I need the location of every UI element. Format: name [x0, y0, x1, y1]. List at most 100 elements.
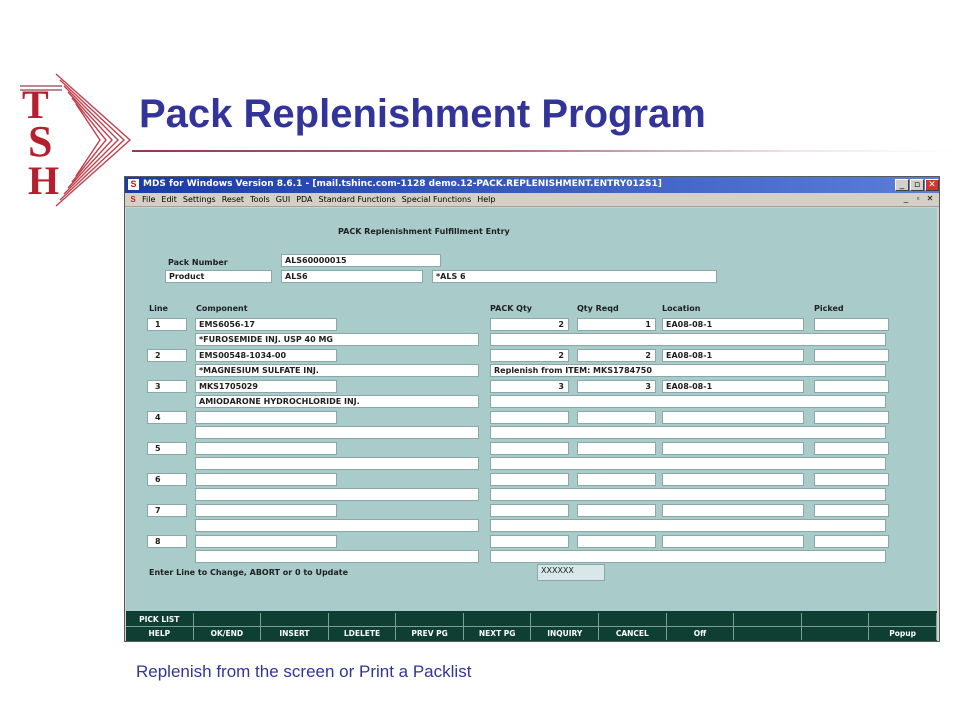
window-titlebar[interactable]: S MDS for Windows Version 8.6.1 - [mail.… [125, 177, 939, 193]
line-number[interactable]: 5 [147, 442, 187, 455]
fkey-row1-key-4[interactable] [329, 613, 397, 626]
menu-help[interactable]: Help [477, 195, 496, 204]
fkey-row2-key-2[interactable]: OK/END [194, 627, 262, 640]
location-field[interactable] [662, 504, 804, 517]
menu-tools[interactable]: Tools [250, 195, 270, 204]
product-code-field[interactable]: ALS6 [281, 270, 423, 283]
fkey-row1-key-6[interactable] [464, 613, 532, 626]
fkey-row1-key-11[interactable] [802, 613, 870, 626]
picked-field[interactable] [814, 411, 889, 424]
picked-field[interactable] [814, 349, 889, 362]
line-note [490, 395, 886, 408]
fkey-row1-key-8[interactable] [599, 613, 667, 626]
menu-reset[interactable]: Reset [221, 195, 245, 204]
fkey-row2-key-7[interactable]: INQUIRY [531, 627, 600, 640]
component-field[interactable] [195, 411, 337, 424]
fkey-row1-key-5[interactable] [396, 613, 464, 626]
location-field[interactable] [662, 411, 804, 424]
component-field[interactable]: EMS00548-1034-00 [195, 349, 337, 362]
component-field[interactable]: EMS6056-17 [195, 318, 337, 331]
pack-qty-field[interactable] [490, 504, 569, 517]
menu-standard-functions[interactable]: Standard Functions [318, 195, 396, 204]
mdi-restore-button[interactable]: ▫ [916, 194, 920, 203]
fkey-row1-key-12[interactable] [869, 613, 937, 626]
command-input[interactable]: XXXXXX [537, 564, 605, 581]
fkey-row2-key-8[interactable]: CANCEL [599, 627, 667, 640]
pack-number-label: Pack Number [168, 258, 228, 267]
component-field[interactable]: MKS1705029 [195, 380, 337, 393]
pack-qty-field[interactable] [490, 473, 569, 486]
line-note [490, 550, 886, 563]
picked-field[interactable] [814, 380, 889, 393]
fkey-row1-key-7[interactable] [531, 613, 600, 626]
line-number[interactable]: 1 [147, 318, 187, 331]
fkey-row1-key-10[interactable] [734, 613, 802, 626]
document-icon[interactable]: S [130, 195, 136, 204]
picked-field[interactable] [814, 535, 889, 548]
location-field[interactable] [662, 473, 804, 486]
qty-reqd-field[interactable]: 2 [577, 349, 656, 362]
component-field[interactable] [195, 442, 337, 455]
fkey-row1-key-3[interactable] [261, 613, 329, 626]
fkey-row2-key-3[interactable]: INSERT [261, 627, 329, 640]
line-number[interactable]: 3 [147, 380, 187, 393]
fkey-row2-key-11[interactable] [802, 627, 870, 640]
qty-reqd-field[interactable] [577, 535, 656, 548]
close-button[interactable]: ✕ [925, 179, 939, 191]
qty-reqd-field[interactable]: 3 [577, 380, 656, 393]
fkey-row2-key-6[interactable]: NEXT PG [464, 627, 532, 640]
minimize-button[interactable]: _ [895, 179, 909, 191]
product-label: Product [165, 270, 272, 283]
fkey-row1-key-9[interactable] [667, 613, 735, 626]
column-header-location: Location [662, 304, 701, 313]
line-number[interactable]: 8 [147, 535, 187, 548]
pack-qty-field[interactable] [490, 535, 569, 548]
pack-qty-field[interactable] [490, 411, 569, 424]
location-field[interactable]: EA08-08-1 [662, 349, 804, 362]
menu-pda[interactable]: PDA [296, 195, 313, 204]
qty-reqd-field[interactable]: 1 [577, 318, 656, 331]
fkey-row2-key-10[interactable] [734, 627, 802, 640]
location-field[interactable] [662, 535, 804, 548]
fkey-row2-key-1[interactable]: HELP [126, 627, 194, 640]
line-number[interactable]: 4 [147, 411, 187, 424]
menu-gui[interactable]: GUI [275, 195, 291, 204]
menu-settings[interactable]: Settings [182, 195, 216, 204]
qty-reqd-field[interactable] [577, 504, 656, 517]
fkey-row2-key-9[interactable]: Off [667, 627, 735, 640]
fkey-row2-key-4[interactable]: LDELETE [329, 627, 397, 640]
menu-special-functions[interactable]: Special Functions [401, 195, 472, 204]
picked-field[interactable] [814, 473, 889, 486]
component-field[interactable] [195, 473, 337, 486]
menu-edit[interactable]: Edit [161, 195, 177, 204]
fkey-row2-key-12[interactable]: Popup [869, 627, 937, 640]
line-number[interactable]: 6 [147, 473, 187, 486]
qty-reqd-field[interactable] [577, 473, 656, 486]
component-field[interactable] [195, 504, 337, 517]
pack-qty-field[interactable]: 2 [490, 318, 569, 331]
picked-field[interactable] [814, 504, 889, 517]
picked-field[interactable] [814, 318, 889, 331]
fkey-row1-key-1[interactable]: PICK LIST [126, 613, 194, 626]
menu-bar: S File Edit Settings Reset Tools GUI PDA… [125, 193, 939, 207]
location-field[interactable]: EA08-08-1 [662, 380, 804, 393]
pack-number-field[interactable]: ALS60000015 [281, 254, 441, 267]
component-field[interactable] [195, 535, 337, 548]
line-number[interactable]: 2 [147, 349, 187, 362]
qty-reqd-field[interactable] [577, 411, 656, 424]
title-divider [132, 150, 960, 152]
line-number[interactable]: 7 [147, 504, 187, 517]
mdi-close-button[interactable]: ✕ [926, 194, 934, 203]
fkey-row2-key-5[interactable]: PREV PG [396, 627, 464, 640]
location-field[interactable] [662, 442, 804, 455]
fkey-row1-key-2[interactable] [194, 613, 262, 626]
pack-qty-field[interactable]: 2 [490, 349, 569, 362]
pack-qty-field[interactable] [490, 442, 569, 455]
menu-file[interactable]: File [142, 195, 156, 204]
mdi-minimize-button[interactable]: _ [903, 194, 909, 203]
pack-qty-field[interactable]: 3 [490, 380, 569, 393]
picked-field[interactable] [814, 442, 889, 455]
restore-button[interactable]: ▫ [910, 179, 924, 191]
location-field[interactable]: EA08-08-1 [662, 318, 804, 331]
qty-reqd-field[interactable] [577, 442, 656, 455]
